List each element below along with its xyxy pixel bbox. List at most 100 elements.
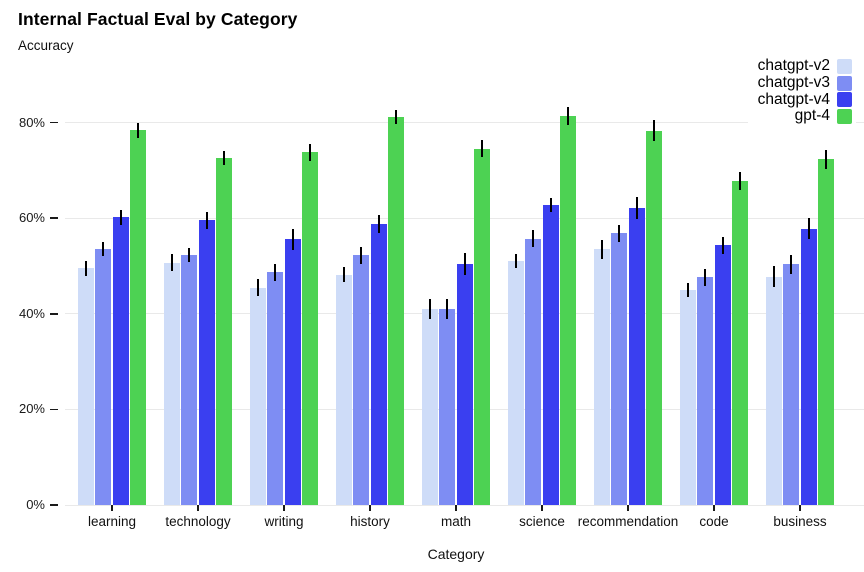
legend-swatch-chatgpt-v4 [837,92,852,108]
gridline-60% [65,217,864,219]
legend-swatch-gpt-4 [837,109,852,125]
bar-chatgpt-v2-code [680,289,696,505]
bar-chatgpt-v3-math [439,309,456,505]
y-tick-label: 0% [26,497,45,512]
legend-item-chatgpt-v3: chatgpt-v3 [758,74,852,92]
gridline-80% [65,122,864,124]
legend-label-chatgpt-v4: chatgpt-v4 [757,90,830,108]
x-tick-label-recommendation: recommendation [577,514,679,529]
y-tick-mark [50,121,58,124]
bar-chatgpt-v3-science [525,238,542,505]
y-axis-title-accuracy: Accuracy [18,38,74,53]
error-bar-gpt-4-history [395,109,397,125]
bar-chatgpt-v3-learning [95,249,112,505]
x-tick-label-writing: writing [264,514,304,529]
error-bar-chatgpt-v2-history [343,267,345,282]
legend-label-chatgpt-v2: chatgpt-v2 [757,57,830,74]
error-bar-chatgpt-v2-science [515,254,517,269]
bar-gpt-4-recommendation [645,130,662,505]
gridline-0% [65,504,864,506]
bar-gpt-4-writing [301,152,318,505]
x-tick-mark [369,505,371,511]
x-tick-mark [283,505,285,511]
x-tick-label-science: science [519,514,565,529]
error-bar-chatgpt-v4-writing [291,228,294,250]
x-axis-title: Category [427,546,485,562]
bar-gpt-4-learning [129,130,146,505]
bar-chatgpt-v3-business [783,264,800,505]
y-tick-mark [50,313,58,315]
error-bar-chatgpt-v3-code [704,268,707,287]
bar-gpt-4-technology [215,157,232,505]
bar-chatgpt-v4-math [456,263,473,505]
error-bar-gpt-4-science [567,107,569,125]
error-bar-gpt-4-technology [223,150,225,166]
bar-gpt-4-science [559,115,576,505]
bar-chatgpt-v4-history [370,223,387,505]
x-tick-mark [111,505,113,511]
error-bar-chatgpt-v2-technology [171,254,173,272]
error-bar-chatgpt-v3-science [532,230,535,248]
error-bar-chatgpt-v2-math [429,299,431,319]
error-bar-chatgpt-v4-business [807,218,810,240]
x-tick-mark [713,505,715,511]
error-bar-chatgpt-v4-learning [119,209,122,225]
error-bar-chatgpt-v3-learning [102,242,105,257]
error-bar-chatgpt-v3-recommendation [618,224,621,243]
bar-chatgpt-v2-technology [164,262,180,505]
legend: chatgpt-v2 chatgpt-v3 chatgpt-v4 gpt-4 [747,57,856,127]
error-bar-chatgpt-v2-recommendation [601,239,603,259]
error-bar-chatgpt-v3-technology [188,247,191,263]
error-bar-chatgpt-v3-business [790,254,793,274]
bar-gpt-4-business [817,159,834,505]
error-bar-chatgpt-v4-science [549,198,552,213]
bar-chatgpt-v4-code [714,245,731,505]
x-tick-mark [455,505,457,511]
y-tick-label: 20% [18,401,45,417]
error-bar-gpt-4-writing [309,143,311,161]
error-bar-chatgpt-v4-recommendation [635,197,638,220]
x-tick-label-technology: technology [165,514,231,529]
bar-chatgpt-v4-science [542,205,559,505]
error-bar-gpt-4-learning [137,122,139,138]
legend-swatch-chatgpt-v2 [837,58,852,74]
y-tick-mark [50,504,58,506]
legend-swatch-chatgpt-v3 [837,75,852,91]
chart-title: Internal Factual Eval by Category [18,9,298,29]
error-bar-gpt-4-recommendation [653,120,655,142]
bar-gpt-4-history [387,116,404,505]
y-tick-label: 40% [18,305,45,321]
y-tick-label: 80% [18,114,45,130]
x-tick-mark [197,505,199,511]
x-tick-label-math: math [440,514,471,529]
error-bar-gpt-4-business [825,149,827,169]
bar-chatgpt-v3-writing [267,272,284,505]
bar-gpt-4-math [473,148,490,505]
error-bar-chatgpt-v3-math [446,299,449,319]
error-bar-chatgpt-v4-technology [205,211,208,229]
legend-item-gpt-4: gpt-4 [758,108,852,125]
x-tick-label-history: history [350,514,390,529]
x-tick-mark [799,505,801,511]
bar-chatgpt-v2-writing [250,287,266,505]
bar-chatgpt-v2-recommendation [594,249,610,505]
x-tick-label-business: business [773,514,827,529]
bar-chatgpt-v3-history [353,255,370,505]
bar-chatgpt-v4-technology [198,220,215,505]
y-tick-mark [50,408,58,411]
error-bar-chatgpt-v2-learning [85,261,87,276]
error-bar-chatgpt-v2-business [773,266,775,288]
error-bar-chatgpt-v3-history [360,246,363,265]
bar-chatgpt-v2-math [422,309,438,505]
error-bar-gpt-4-math [481,140,483,158]
legend-item-chatgpt-v4: chatgpt-v4 [757,90,852,109]
bar-chatgpt-v4-writing [284,239,301,505]
legend-item-chatgpt-v2: chatgpt-v2 [757,57,852,75]
x-tick-label-learning: learning [87,514,137,529]
bar-gpt-4-code [731,180,748,505]
y-tick-mark [50,217,58,219]
y-tick-label: 60% [18,210,45,226]
error-bar-chatgpt-v3-writing [274,263,277,281]
error-bar-chatgpt-v2-writing [257,278,259,297]
